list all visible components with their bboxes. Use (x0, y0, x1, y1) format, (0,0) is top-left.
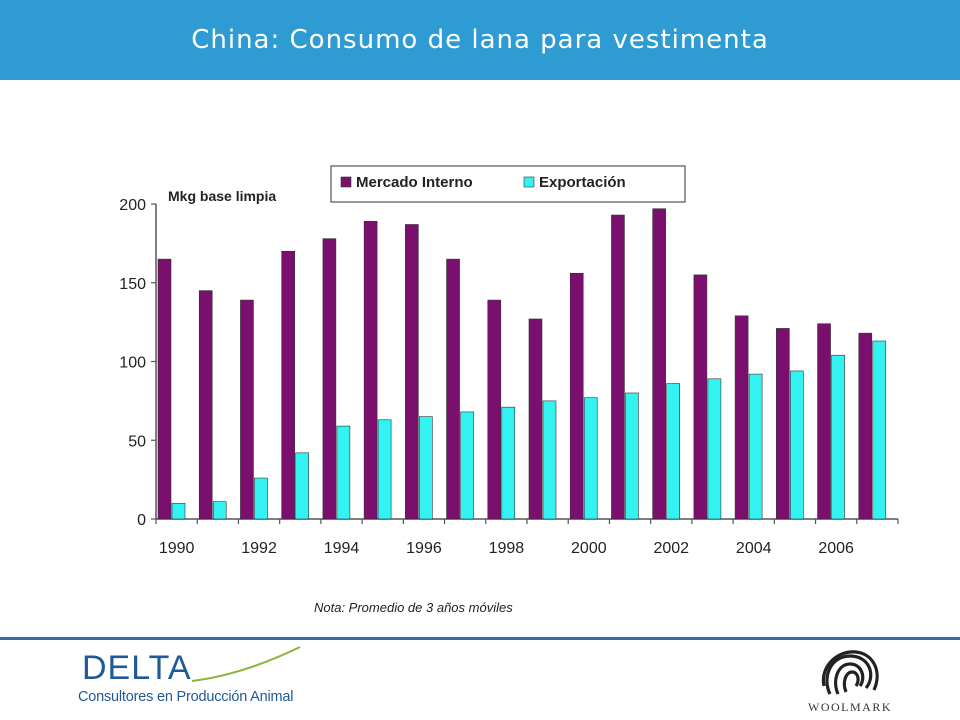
woolmark-icon (821, 650, 879, 695)
bar-mercado-interno (652, 208, 666, 520)
legend-swatch (523, 176, 535, 188)
swoosh-icon (192, 646, 301, 682)
bar-mercado-interno (487, 299, 502, 520)
x-tick-label: 2006 (818, 540, 854, 557)
bar-exportacion (625, 392, 639, 520)
bar-mercado-interno (734, 315, 749, 520)
bar-exportacion (542, 400, 557, 520)
bar-exportacion (460, 411, 474, 520)
y-tick-label: 0 (137, 512, 146, 529)
x-tick-label: 1990 (159, 540, 195, 557)
bar-exportacion (254, 477, 268, 520)
bar-exportacion (171, 502, 186, 520)
x-tick-label: 2004 (736, 540, 772, 557)
bar-exportacion (707, 378, 722, 520)
bar-mercado-interno (858, 332, 873, 520)
bar-mercado-interno (446, 258, 460, 520)
bar-mercado-interno (405, 224, 419, 520)
woolmark-wordmark: WOOLMARK (808, 700, 892, 714)
x-tick-label: 1992 (241, 540, 277, 557)
bar-exportacion (295, 452, 309, 520)
bar-exportacion (212, 501, 227, 520)
bar-exportacion (831, 354, 845, 520)
bar-mercado-interno (322, 238, 337, 520)
woolmark-logo: WOOLMARK (800, 648, 900, 718)
bar-chart: 0 50 100 150 200 1990 1992 1994 1996 1998 2000 2002… (100, 155, 910, 575)
delta-wordmark: DELTA (82, 649, 192, 687)
x-tick-label: 1994 (324, 540, 360, 557)
delta-subtitle: Consultores en Producción Animal (78, 689, 294, 705)
bar-exportacion (666, 383, 680, 520)
bar-exportacion (748, 373, 763, 520)
bar-exportacion (790, 370, 804, 520)
chart-svg: 0 50 100 150 200 1990 1992 1994 1996 1998 2000 2002… (119, 165, 899, 557)
chart-note: Nota: Promedio de 3 años móviles (314, 600, 513, 615)
x-tick-label: 1998 (489, 540, 525, 557)
bar-mercado-interno (240, 299, 254, 520)
bar-mercado-interno (776, 328, 790, 520)
bar-mercado-interno (157, 258, 172, 520)
bar-exportacion (872, 340, 887, 520)
bar-mercado-interno (363, 221, 378, 520)
legend-box (330, 165, 686, 203)
y-tick-label: 150 (119, 276, 146, 293)
legend-label: Mercado Interno (356, 174, 473, 191)
y-tick-label: 200 (119, 197, 146, 214)
x-tick-label: 2000 (571, 540, 607, 557)
bar-mercado-interno (693, 274, 708, 520)
legend-swatch (340, 176, 352, 188)
legend-label: Exportación (539, 174, 626, 191)
bar-mercado-interno (281, 250, 295, 520)
bar-exportacion (583, 397, 598, 520)
bar-mercado-interno (611, 214, 625, 520)
bar-exportacion (501, 406, 516, 520)
delta-logo: DELTA Consultores en Producción Animal (72, 645, 312, 715)
slide-header: China: Consumo de lana para vestimenta (0, 0, 960, 80)
bar-mercado-interno (528, 318, 543, 520)
y-tick-label: 50 (128, 433, 146, 450)
x-tick-label: 2002 (653, 540, 689, 557)
bar-exportacion (336, 425, 351, 520)
slide-title: China: Consumo de lana para vestimenta (191, 25, 769, 55)
y-unit-label: Mkg base limpia (168, 188, 276, 204)
footer-divider (0, 637, 960, 640)
y-tick-label: 100 (119, 355, 146, 372)
bar-mercado-interno (198, 290, 213, 520)
x-tick-label: 1996 (406, 540, 442, 557)
bar-exportacion (419, 416, 433, 520)
bar-mercado-interno (569, 273, 584, 520)
bar-exportacion (377, 419, 392, 520)
bar-mercado-interno (817, 323, 831, 520)
